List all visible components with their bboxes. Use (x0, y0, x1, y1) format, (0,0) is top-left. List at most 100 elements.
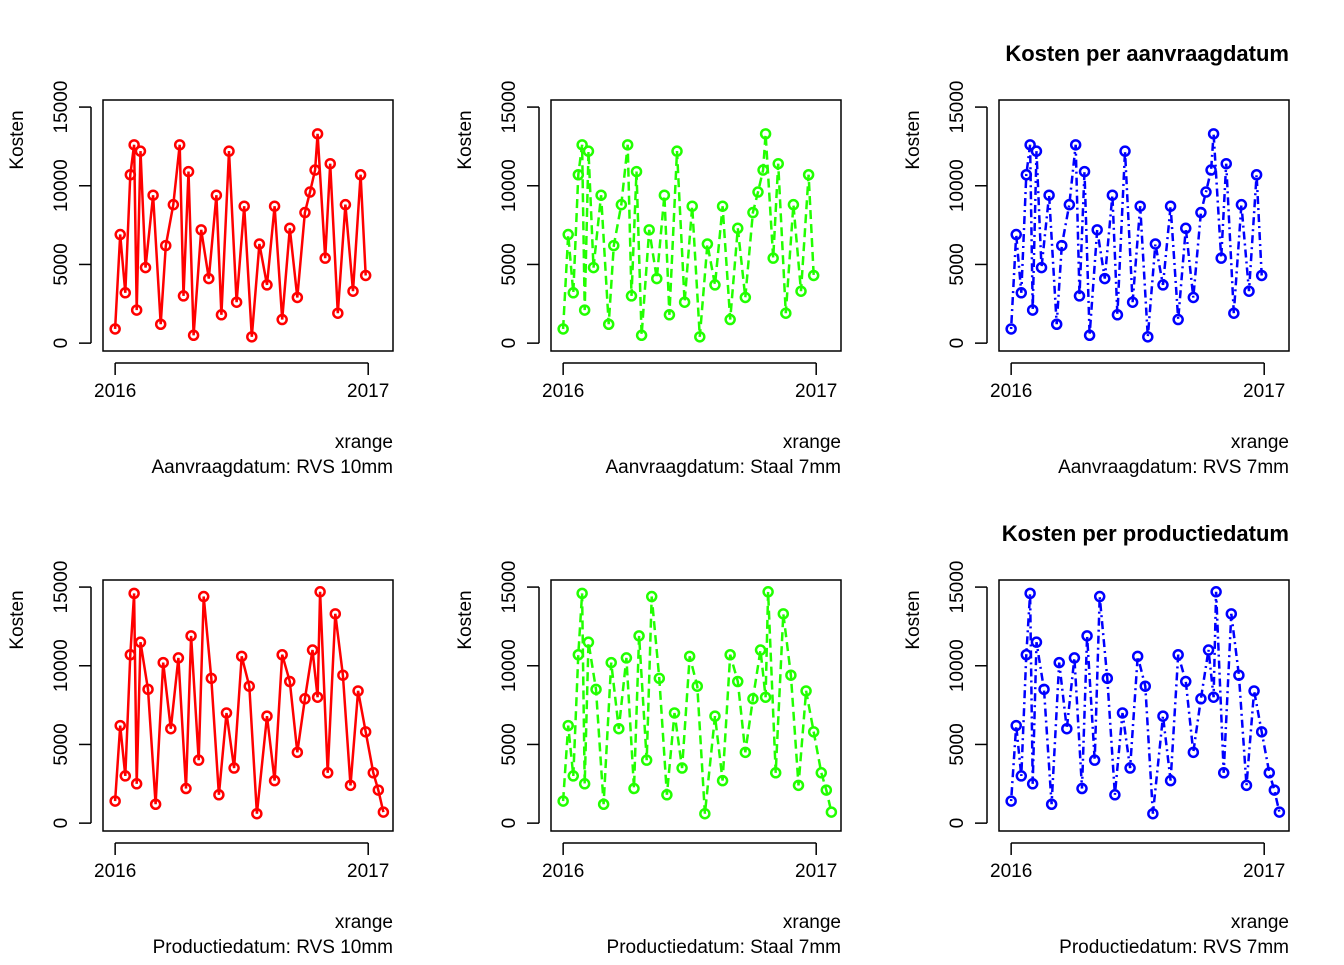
data-line (113, 133, 367, 337)
data-point (1109, 789, 1121, 801)
data-point (1030, 636, 1043, 648)
y-tick-label: 0 (499, 818, 520, 829)
data-point (709, 279, 721, 291)
data-point (1026, 304, 1039, 316)
data-point (167, 198, 180, 211)
data-point (1255, 726, 1268, 738)
data-point (663, 309, 676, 321)
panel-subtitle: Aanvraagdatum: Staal 7mm (605, 457, 841, 478)
data-point (1180, 675, 1192, 688)
data-point (306, 644, 319, 656)
y-tick-label: 5000 (499, 243, 520, 285)
data-point (1073, 290, 1086, 302)
y-tick-label: 5000 (947, 243, 968, 285)
data-point (268, 774, 281, 787)
panel-subtitle: Aanvraagdatum: RVS 7mm (1058, 457, 1289, 478)
data-point (172, 652, 185, 664)
data-point (716, 200, 729, 212)
data-point (769, 767, 782, 779)
data-point (1217, 767, 1230, 779)
data-point (597, 798, 610, 810)
data-point (747, 693, 759, 705)
y-tick-label: 0 (947, 338, 968, 349)
data-point (800, 685, 812, 697)
data-point (792, 779, 805, 792)
data-point (344, 779, 357, 792)
y-tick-label: 15000 (51, 81, 72, 134)
data-point (562, 228, 574, 241)
data-point (321, 767, 334, 779)
data-point (1015, 770, 1028, 782)
data-point (683, 650, 696, 663)
data-point (709, 710, 721, 722)
data-point (119, 287, 132, 299)
data-point (613, 722, 625, 735)
data-point (762, 586, 774, 598)
x-tick-label: 2017 (1243, 861, 1285, 882)
x-tick-label: 2017 (795, 861, 837, 882)
data-point (754, 644, 767, 656)
data-point (807, 269, 820, 282)
plot-frame (998, 579, 1290, 832)
data-point (187, 329, 200, 342)
data-point (795, 285, 807, 297)
data-point (815, 767, 828, 779)
data-point (787, 198, 800, 211)
data-point (114, 719, 126, 732)
data-point (134, 145, 147, 157)
y-tick-label: 5000 (499, 723, 520, 765)
x-tick-label: 2016 (94, 861, 136, 882)
data-point (147, 189, 159, 201)
data-point (324, 157, 336, 170)
x-tick-label: 2017 (347, 861, 389, 882)
y-axis-label: Kosten (7, 110, 28, 169)
data-point (635, 329, 648, 342)
data-point (1119, 145, 1131, 157)
data-point (1124, 762, 1136, 774)
data-point (268, 200, 281, 212)
data-point (220, 707, 233, 719)
x-tick-label: 2017 (347, 381, 389, 402)
data-point (210, 189, 223, 201)
data-point (332, 307, 344, 319)
y-tick-label: 10000 (947, 639, 968, 692)
data-line (113, 591, 385, 814)
data-point (625, 290, 638, 302)
data-point (732, 675, 744, 688)
data-point (1116, 707, 1129, 719)
data-point (299, 693, 311, 705)
data-point (276, 648, 288, 661)
plot-frame (102, 99, 394, 352)
y-tick-label: 0 (51, 818, 72, 829)
data-point (1005, 323, 1017, 335)
data-point (372, 784, 385, 796)
data-point (1180, 222, 1192, 235)
data-point (1255, 269, 1268, 282)
data-point (160, 239, 172, 252)
data-point (128, 139, 140, 151)
data-point (309, 164, 321, 176)
data-point (1200, 186, 1212, 198)
data-point (1010, 228, 1022, 241)
data-point (562, 719, 574, 732)
y-tick-label: 15000 (51, 561, 72, 614)
data-point (576, 587, 588, 600)
panel-subtitle: Aanvraagdatum: RVS 10mm (152, 457, 394, 478)
data-point (1250, 168, 1263, 181)
data-point (1157, 279, 1169, 291)
x-tick-label: 2016 (542, 381, 584, 402)
x-tick-label: 2016 (94, 381, 136, 402)
data-point (337, 669, 349, 681)
data-point (180, 782, 192, 795)
data-point (1020, 168, 1033, 181)
panel-subtitle: Productiedatum: Staal 7mm (607, 937, 841, 958)
data-point (686, 200, 698, 212)
y-tick-label: 5000 (947, 723, 968, 765)
panel-title: Kosten per aanvraagdatum (1005, 41, 1289, 66)
data-point (243, 680, 256, 692)
data-point (1202, 644, 1215, 656)
data-point (621, 139, 634, 151)
data-point (1207, 128, 1220, 140)
